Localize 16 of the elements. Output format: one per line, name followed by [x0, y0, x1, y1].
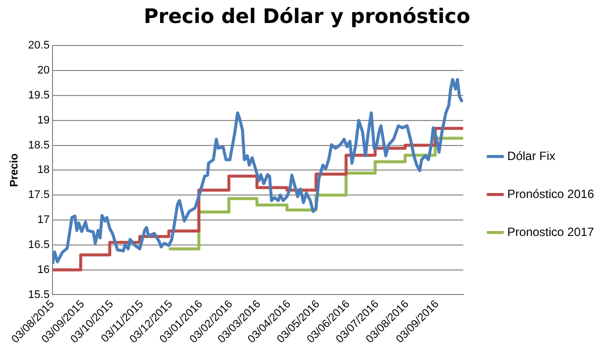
y-tick-label: 17.5	[28, 189, 50, 202]
y-tick-label: 16	[37, 264, 50, 276]
y-tick-label: 18	[37, 164, 50, 176]
chart-title: Precio del Dólar y pronóstico	[142, 4, 472, 28]
legend-label: Pronóstico 2016	[507, 186, 594, 201]
y-tick-label: 18.5	[28, 139, 50, 152]
y-tick-label: 19.5	[28, 89, 50, 102]
legend-label: Dólar Fix	[507, 148, 556, 163]
y-axis-title: Precio	[8, 153, 21, 187]
y-tick-label: 20	[37, 64, 50, 77]
y-tick-label: 19	[37, 114, 50, 126]
legend-label: Pronostico 2017	[507, 224, 594, 239]
y-tick-label: 16.5	[28, 238, 50, 251]
y-tick-label: 15.5	[28, 288, 50, 301]
y-tick-label: 20.5	[28, 40, 50, 52]
y-tick-label: 17	[37, 214, 50, 226]
